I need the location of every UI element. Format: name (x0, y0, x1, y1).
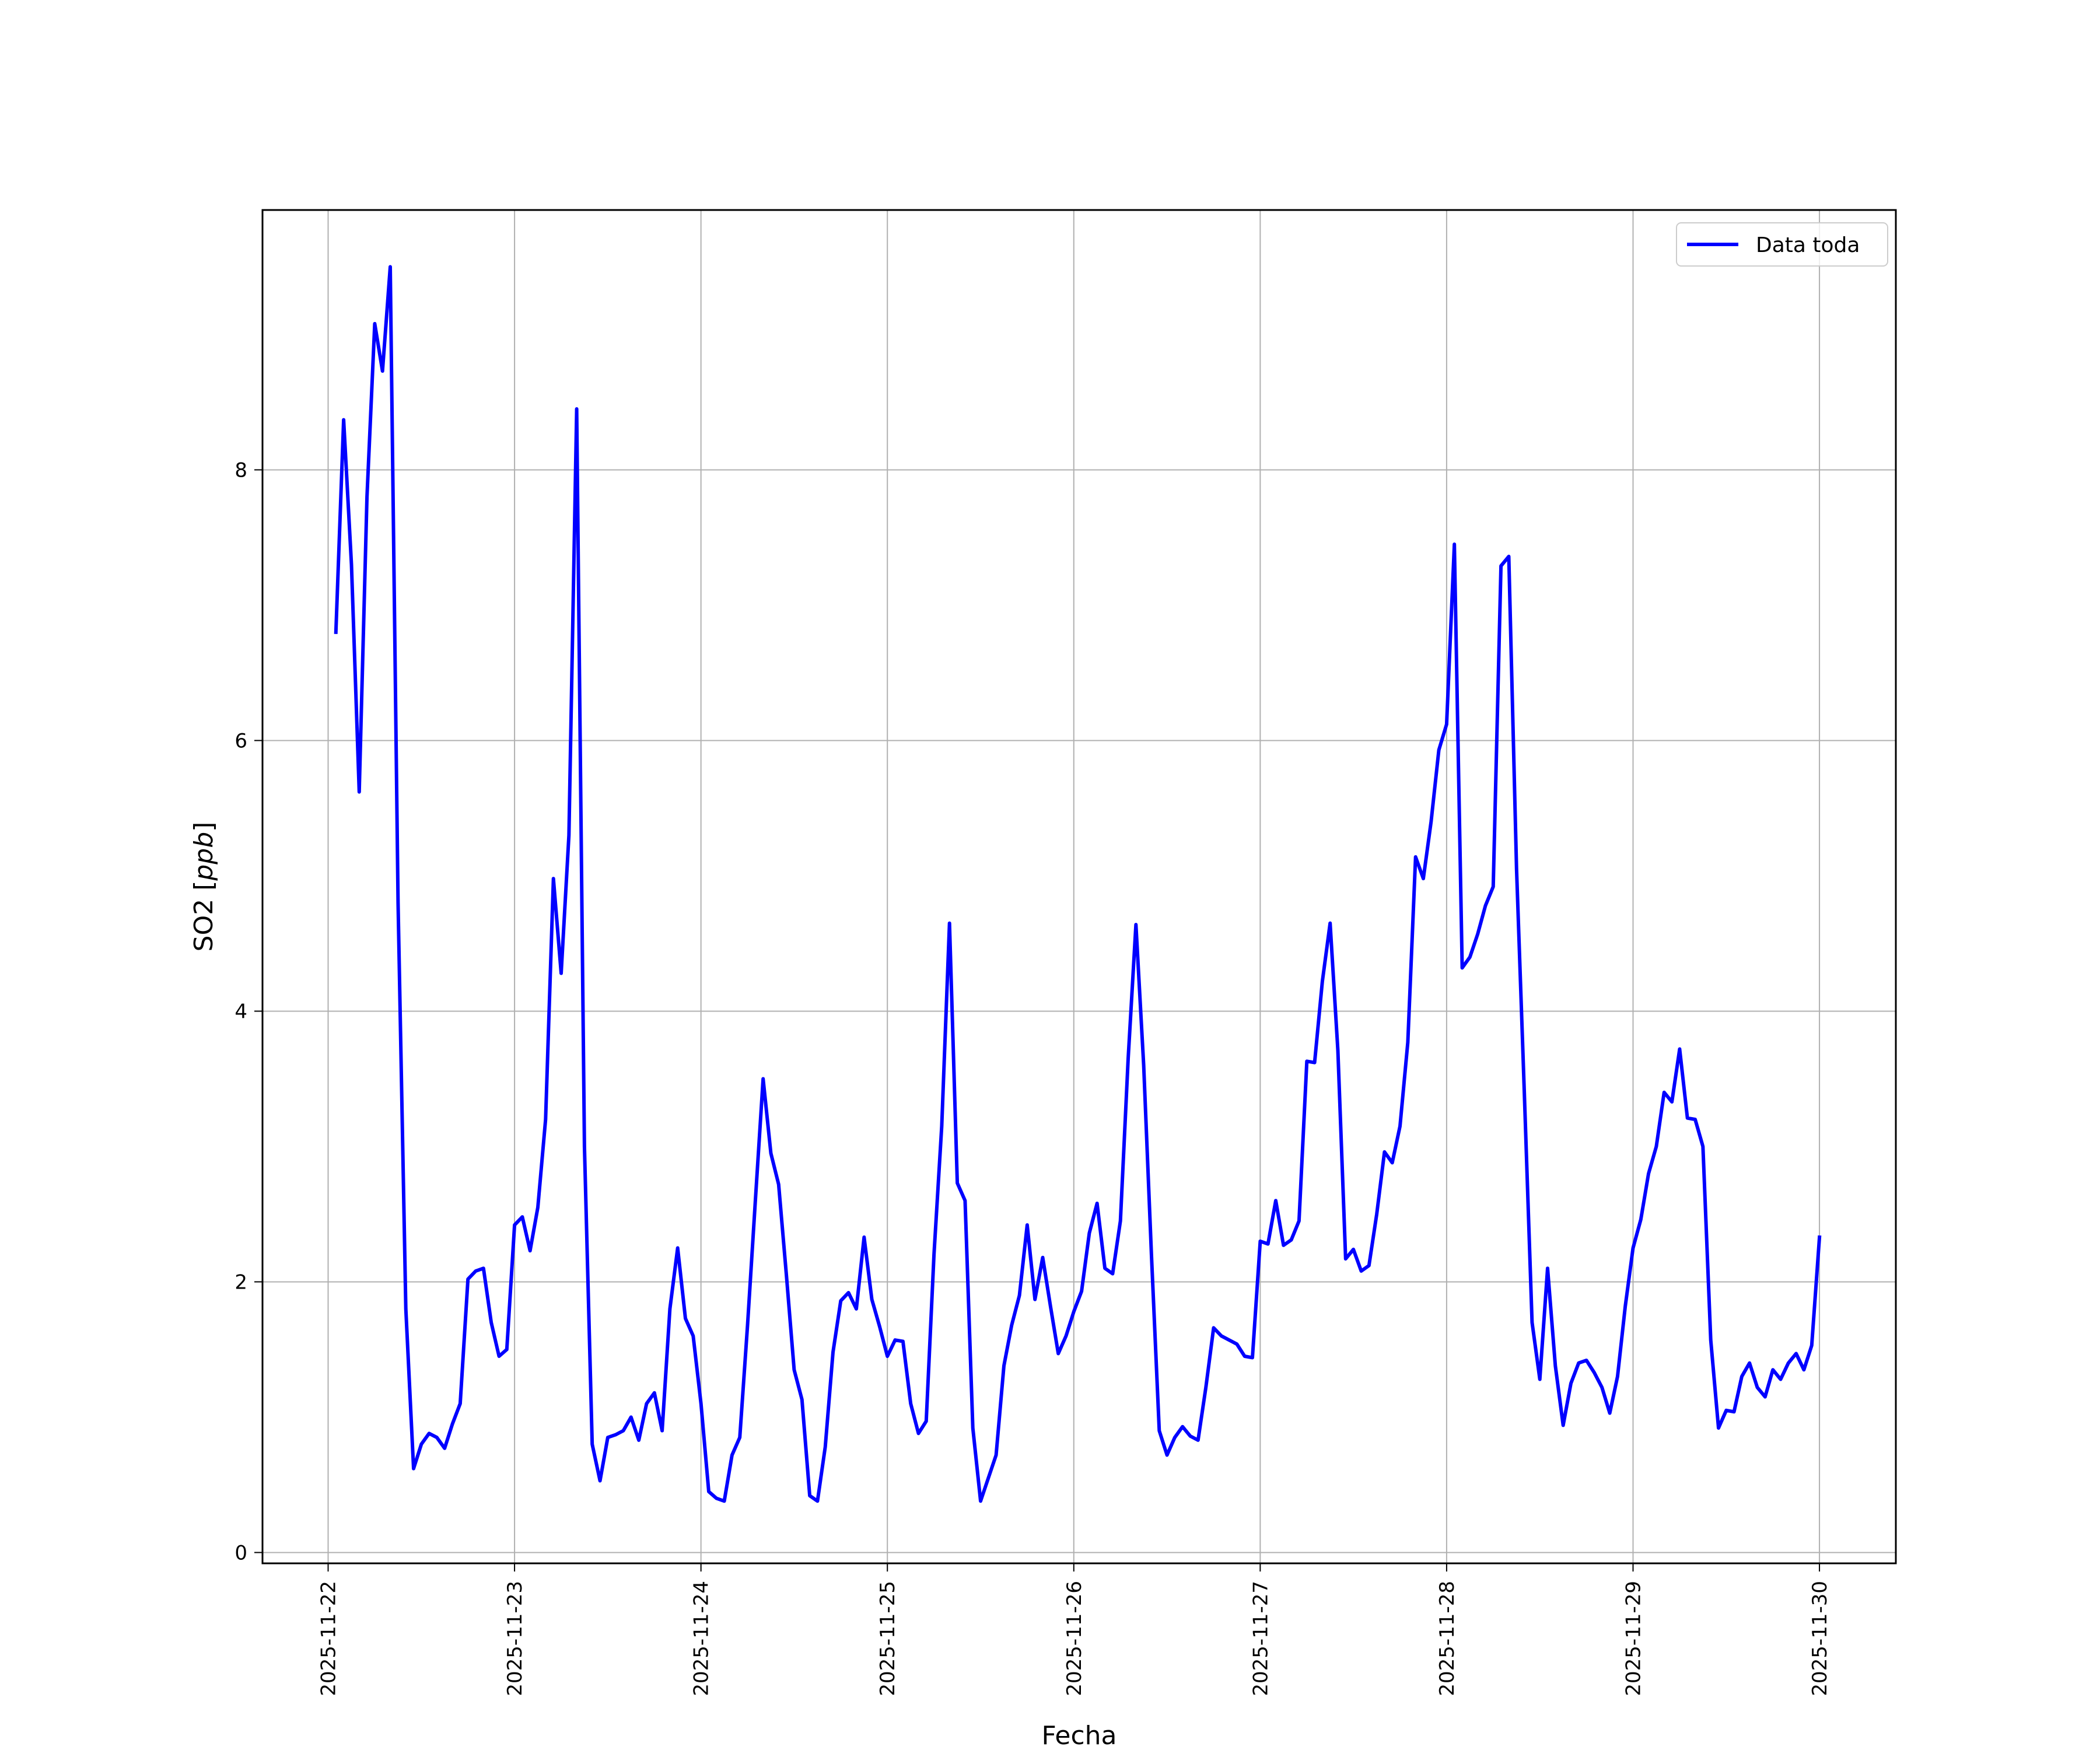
x-tick-label: 2025-11-29 (1622, 1581, 1645, 1696)
plot-frame (261, 209, 1897, 1564)
x-tick-label: 2025-11-23 (503, 1581, 527, 1696)
y-axis-label: SO2 [ppb] (189, 822, 219, 952)
series-line-0 (334, 265, 1822, 1503)
x-axis-label: Fecha (1041, 1721, 1116, 1750)
y-axis-label-close-bracket: ] (189, 822, 219, 832)
x-tick-label: 2025-11-27 (1249, 1581, 1272, 1696)
x-tick-label: 2025-11-22 (317, 1581, 341, 1696)
legend-label-data-toda: Data toda (1756, 233, 1860, 257)
y-tick-label: 4 (235, 1000, 247, 1023)
grid-lines (262, 210, 1896, 1563)
y-tick-label: 6 (235, 729, 247, 752)
y-tick-label: 8 (235, 459, 247, 482)
x-tick-label: 2025-11-28 (1436, 1581, 1459, 1696)
legend: Data toda (1676, 222, 1888, 267)
x-tick-label: 2025-11-26 (1063, 1581, 1086, 1696)
legend-box (1676, 222, 1888, 267)
y-tick-label: 2 (235, 1270, 247, 1294)
plot-series (334, 265, 1822, 1503)
y-axis-label-open-bracket: [ (189, 881, 219, 891)
y-axis-label-main: SO2 (189, 891, 219, 952)
y-axis-label-unit: ppb (189, 832, 219, 881)
y-tick-label: 0 (235, 1541, 247, 1564)
x-tick-label: 2025-11-30 (1808, 1581, 1832, 1696)
x-tick-label: 2025-11-24 (690, 1581, 713, 1696)
x-tick-label: 2025-11-25 (876, 1581, 900, 1696)
axis-ticks: 2025-11-22 2025-11-23 2025-11-24 2025-11-25… (235, 459, 1832, 1696)
